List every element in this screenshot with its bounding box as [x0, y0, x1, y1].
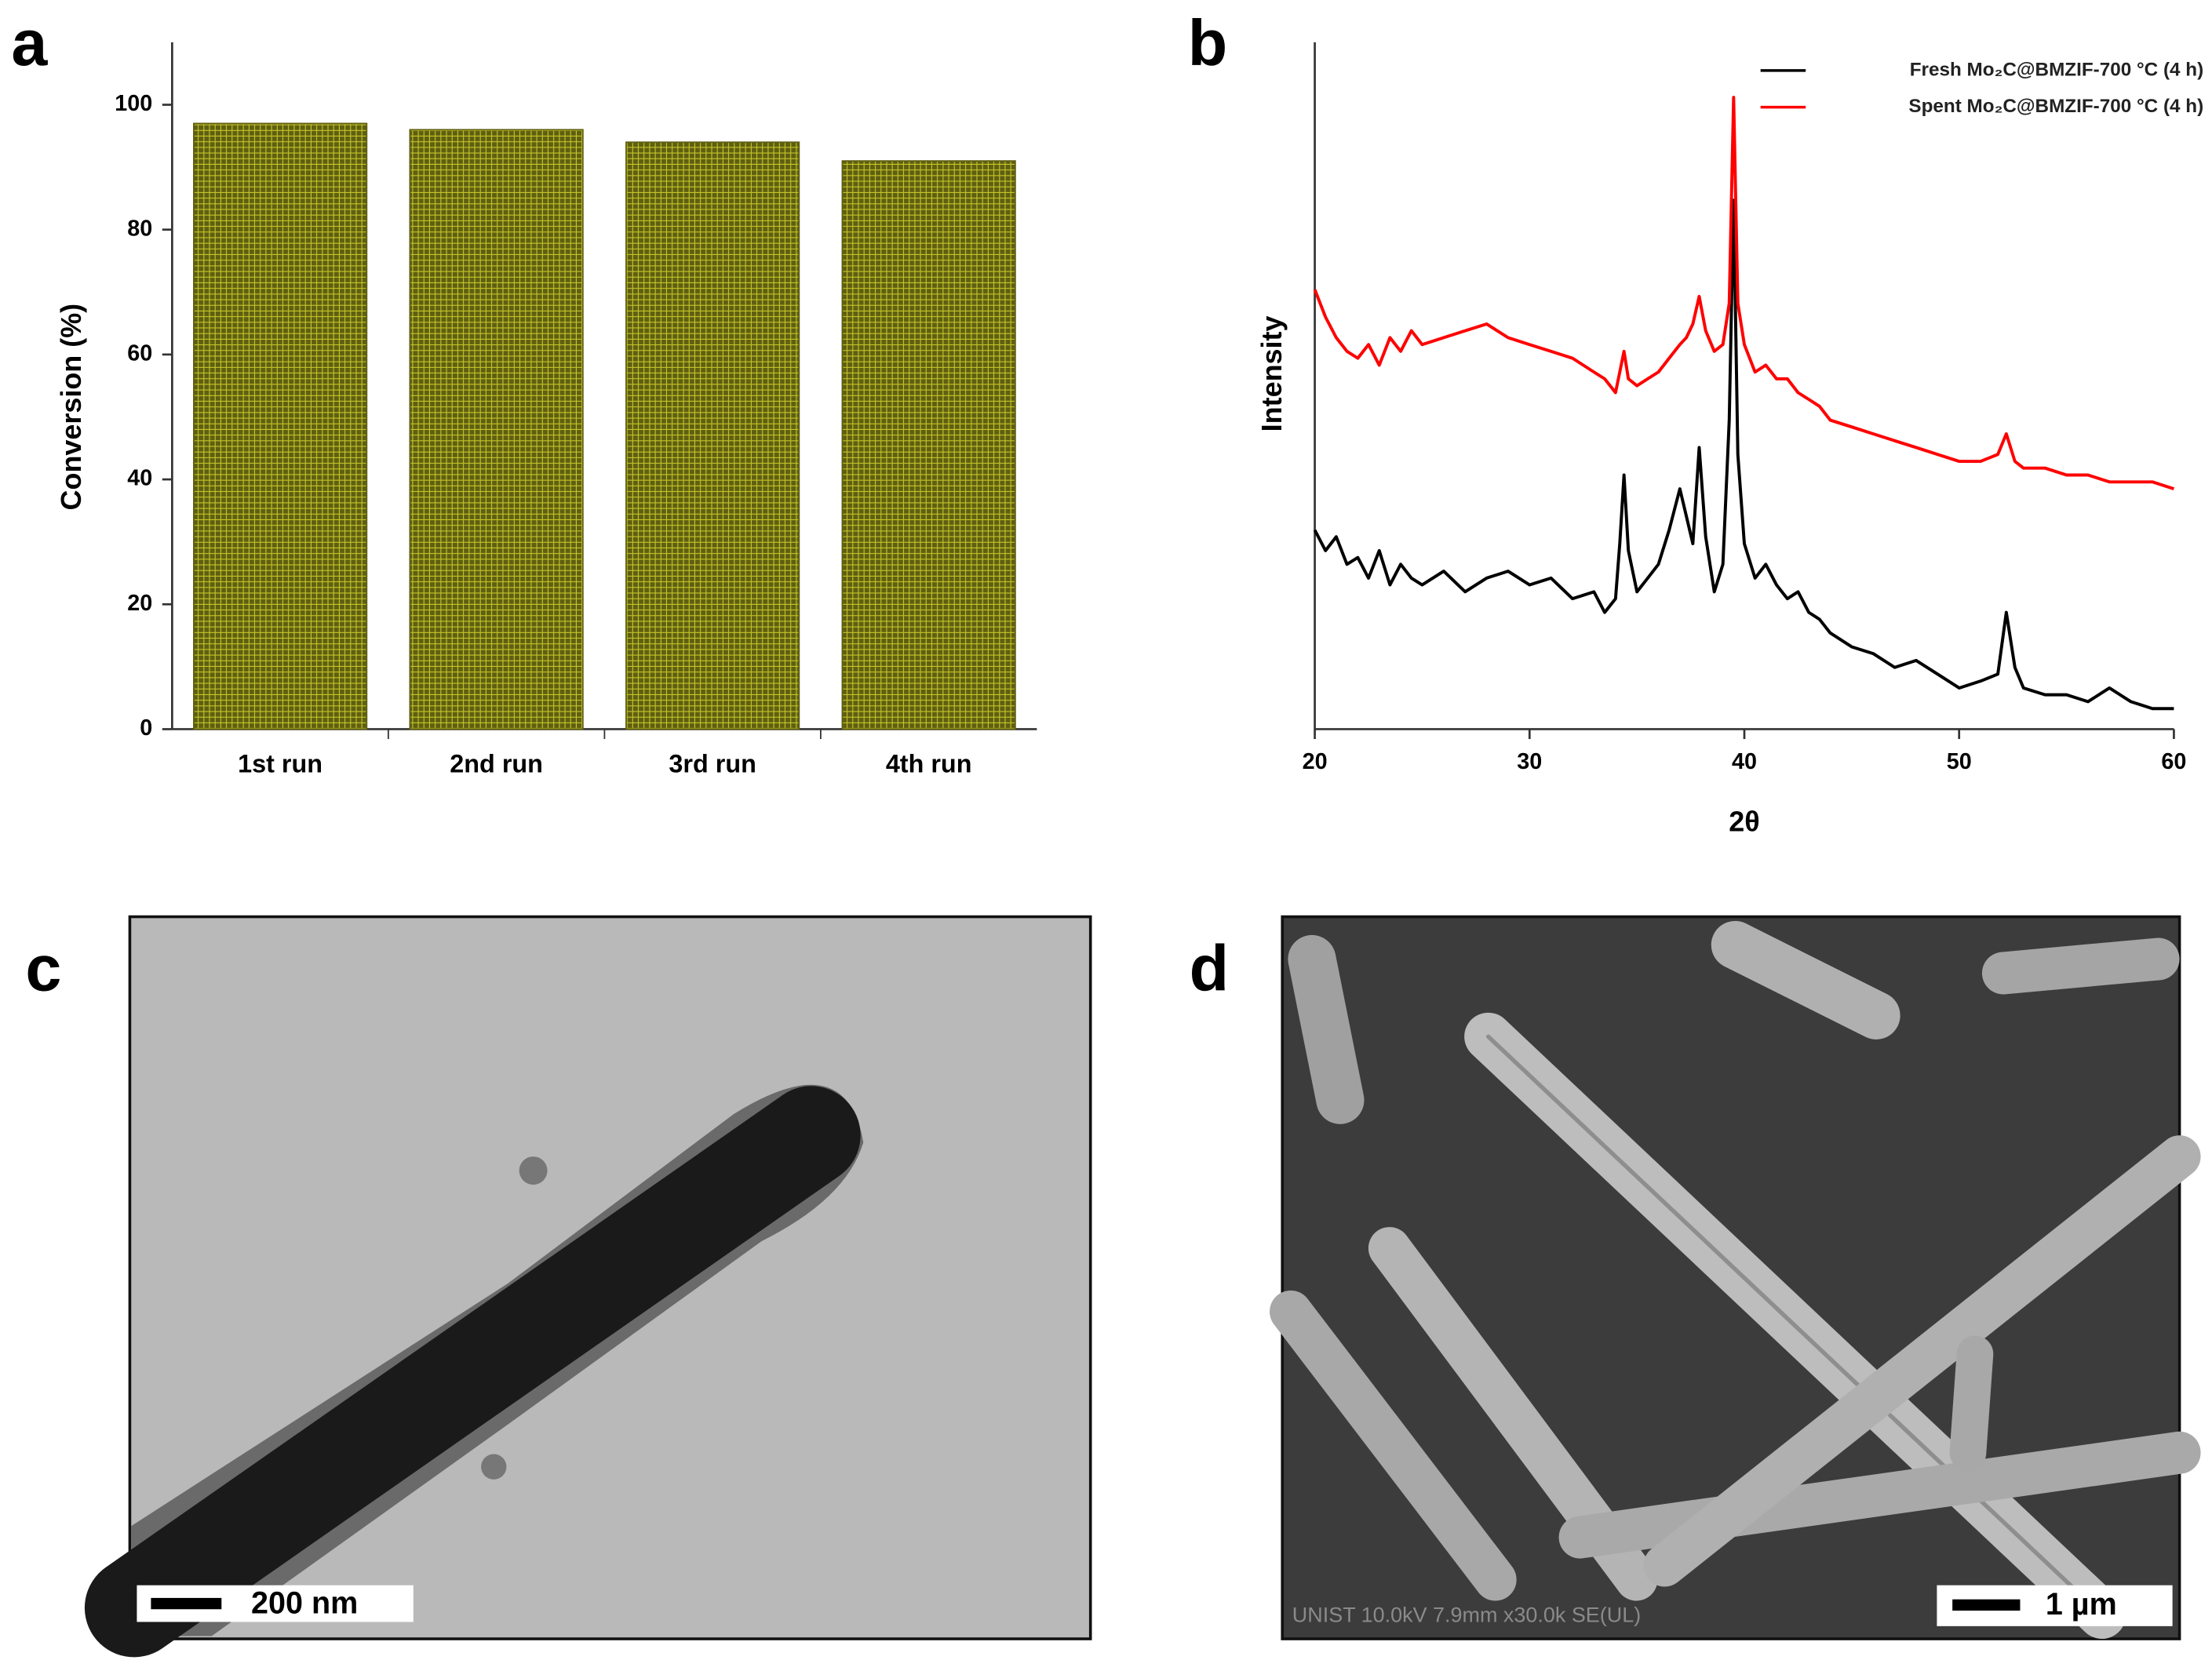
bar [409, 129, 584, 730]
x-tick-label: 50 [1947, 749, 1972, 774]
tem-image: 200 nm [84, 915, 1092, 1658]
x-tick-label: 1st run [238, 750, 323, 778]
panel-label: a [11, 6, 48, 79]
line-series [1313, 96, 2175, 490]
scale-bar-label: 200 nm [251, 1585, 358, 1620]
x-tick-label: 4th run [886, 750, 972, 778]
panel-label: d [1190, 931, 1230, 1004]
y-tick-label: 80 [127, 216, 152, 241]
x-tick-label: 3rd run [669, 750, 756, 778]
x-tick-label: 60 [2161, 749, 2186, 774]
legend-label: Fresh Mo₂C@BMZIF-700 °C (4 h) [1910, 59, 2203, 80]
sem-image: UNIST 10.0kV 7.9mm x30.0k SE(UL) 1 µm [1270, 915, 2201, 1640]
x-tick-label: 30 [1517, 749, 1542, 774]
x-tick-label: 20 [1303, 749, 1328, 774]
x-axis-label: 2θ [1729, 805, 1759, 837]
sem-info: UNIST 10.0kV 7.9mm x30.0k SE(UL) [1292, 1603, 1641, 1626]
y-axis-label: Intensity [1255, 316, 1288, 432]
y-axis-label: Conversion (%) [55, 304, 87, 511]
y-tick-label: 60 [127, 340, 152, 366]
x-tick-label: 40 [1732, 749, 1757, 774]
scale-bar-label: 1 µm [2046, 1587, 2117, 1622]
bar [625, 141, 800, 730]
y-tick-label: 0 [140, 715, 152, 741]
panel-label: b [1188, 6, 1228, 79]
bar [841, 160, 1016, 730]
bar [193, 122, 368, 730]
line-series [1313, 198, 2174, 711]
y-tick-label: 20 [127, 591, 152, 616]
legend-label: Spent Mo₂C@BMZIF-700 °C (4 h) [1908, 96, 2203, 117]
x-tick-label: 2nd run [450, 750, 543, 778]
panel-label: c [25, 931, 61, 1004]
y-tick-label: 40 [127, 466, 152, 491]
y-tick-label: 100 [115, 91, 152, 116]
